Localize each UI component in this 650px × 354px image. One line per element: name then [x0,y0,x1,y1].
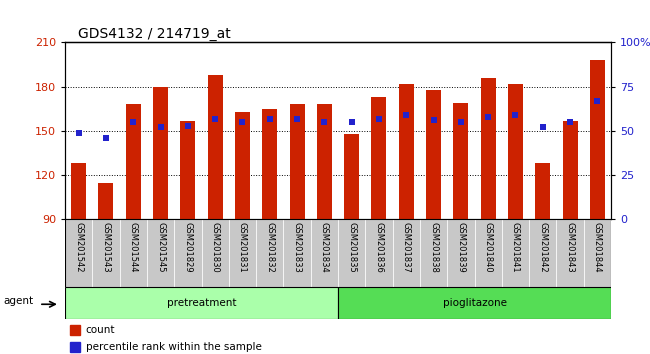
Text: GSM201831: GSM201831 [238,222,247,273]
Bar [202,219,229,287]
Bar [180,121,196,219]
Bar [474,219,502,287]
Bar [529,219,556,287]
Bar [338,219,365,287]
Bar [344,134,359,219]
Bar [207,75,223,219]
Text: GSM201843: GSM201843 [566,222,575,273]
Text: count: count [86,325,115,335]
Text: GSM201836: GSM201836 [374,222,384,273]
Text: GSM201543: GSM201543 [101,222,111,273]
Text: GSM201832: GSM201832 [265,222,274,273]
Text: GSM201835: GSM201835 [347,222,356,273]
Bar [92,219,120,287]
Text: GSM201829: GSM201829 [183,222,192,273]
Text: GSM201837: GSM201837 [402,222,411,273]
Bar [562,121,578,219]
Bar [508,84,523,219]
Bar [398,84,414,219]
Bar [262,109,278,219]
Bar [480,78,496,219]
Text: GSM201839: GSM201839 [456,222,465,273]
Bar [289,104,305,219]
Text: GSM201840: GSM201840 [484,222,493,273]
Bar [338,287,611,319]
Text: GSM201545: GSM201545 [156,222,165,273]
Bar [70,342,81,352]
Bar [420,219,447,287]
Bar [590,60,605,219]
Text: percentile rank within the sample: percentile rank within the sample [86,342,261,352]
Bar [256,219,283,287]
Bar [371,97,387,219]
Text: pretreatment: pretreatment [167,298,236,308]
Text: GSM201830: GSM201830 [211,222,220,273]
Bar [584,219,611,287]
Bar [235,112,250,219]
Bar [65,287,338,319]
Bar [447,219,474,287]
Text: GSM201841: GSM201841 [511,222,520,273]
Bar [70,325,81,335]
Text: agent: agent [3,296,33,306]
Text: GSM201542: GSM201542 [74,222,83,273]
Bar [120,219,147,287]
Bar [535,164,551,219]
Bar [153,87,168,219]
Bar [311,219,338,287]
Bar [426,90,441,219]
Bar [283,219,311,287]
Bar [174,219,202,287]
Bar [502,219,529,287]
Text: GDS4132 / 214719_at: GDS4132 / 214719_at [78,27,231,41]
Bar [98,183,114,219]
Bar [556,219,584,287]
Bar [229,219,256,287]
Bar [317,104,332,219]
Bar [71,164,86,219]
Bar [125,104,141,219]
Bar [147,219,174,287]
Text: pioglitazone: pioglitazone [443,298,506,308]
Text: GSM201833: GSM201833 [292,222,302,273]
Bar [453,103,469,219]
Text: GSM201544: GSM201544 [129,222,138,273]
Bar [365,219,393,287]
Text: GSM201834: GSM201834 [320,222,329,273]
Bar [65,219,92,287]
Bar [393,219,420,287]
Text: GSM201838: GSM201838 [429,222,438,273]
Text: GSM201844: GSM201844 [593,222,602,273]
Text: GSM201842: GSM201842 [538,222,547,273]
